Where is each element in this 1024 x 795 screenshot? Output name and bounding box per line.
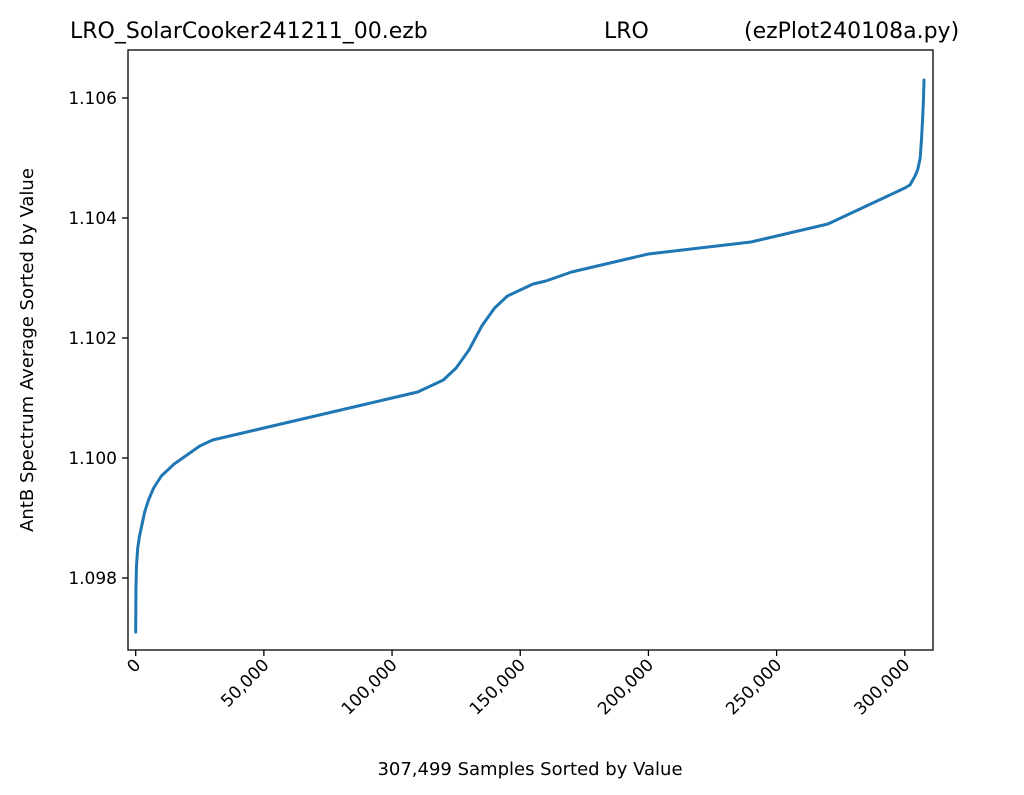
plot-area [127,49,934,651]
x-axis: 0 50,000 100,000 150,000 200,000 250,000 300,0… [123,650,914,719]
chart-title-left: LRO_SolarCooker241211_00.ezb [70,19,428,44]
y-tick-label: 1.104 [68,209,117,229]
series-layer [134,78,926,634]
x-tick-label: 250,000 [722,655,786,719]
x-tick-label: 300,000 [850,655,914,719]
x-tick-label: 100,000 [338,655,402,719]
x-tick-label: 200,000 [594,655,658,719]
y-tick-label: 1.102 [68,329,117,349]
y-tick-label: 1.098 [68,569,117,589]
y-tick-label: 1.100 [68,449,117,469]
y-tick-label: 1.106 [68,89,117,109]
chart-title-right: (ezPlot240108a.py) [744,19,959,44]
x-axis-label: 307,499 Samples Sorted by Value [377,759,682,780]
x-tick-label: 50,000 [217,655,273,711]
x-tick-label: 0 [123,655,145,677]
chart-title-center: LRO [604,19,649,44]
x-tick-label: 150,000 [466,655,530,719]
series-line [134,78,926,634]
y-axis-label: AntB Spectrum Average Sorted by Value [17,168,38,532]
y-axis: 1.098 1.100 1.102 1.104 1.106 [68,89,128,589]
